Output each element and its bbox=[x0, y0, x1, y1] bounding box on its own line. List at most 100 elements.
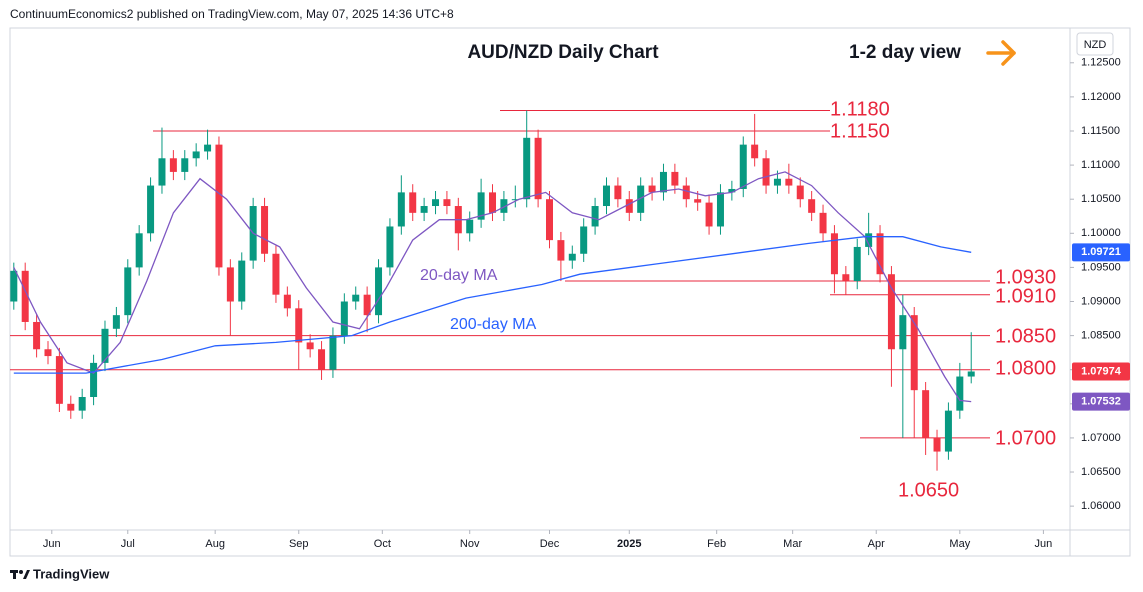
candle-body bbox=[318, 349, 326, 370]
candle-body bbox=[659, 171, 667, 193]
candle-body bbox=[865, 233, 873, 247]
candle-body bbox=[933, 437, 941, 452]
ma-line bbox=[13, 171, 972, 403]
candle-body bbox=[21, 270, 29, 322]
candle-body bbox=[922, 390, 930, 438]
x-tick-label: Oct bbox=[374, 538, 391, 550]
y-tick-label: 1.06000 bbox=[1081, 500, 1121, 512]
candle-body bbox=[614, 185, 622, 200]
candle-body bbox=[44, 349, 52, 357]
level-label: 1.1150 bbox=[830, 120, 890, 142]
price-badge bbox=[1072, 392, 1130, 411]
candle-body bbox=[910, 315, 918, 391]
candle-body bbox=[477, 192, 485, 220]
candle-body bbox=[967, 371, 975, 377]
candle-body bbox=[500, 199, 508, 213]
x-tick-label: Sep bbox=[289, 538, 309, 550]
x-tick-label: Jun bbox=[43, 538, 61, 550]
level-label: 1.0800 bbox=[995, 357, 1056, 379]
x-tick-label: Feb bbox=[707, 538, 726, 550]
candle-body bbox=[716, 192, 724, 227]
candle-body bbox=[785, 178, 793, 186]
candle-body bbox=[728, 188, 736, 193]
candle-body bbox=[409, 192, 417, 213]
candle-body bbox=[796, 185, 804, 200]
candle-body bbox=[261, 206, 269, 254]
candle-body bbox=[751, 144, 759, 159]
candle-body bbox=[694, 199, 702, 203]
y-tick-label: 1.12500 bbox=[1081, 57, 1121, 69]
brand-name: TradingView bbox=[33, 566, 110, 581]
level-label: 1.0650 bbox=[898, 479, 959, 501]
candle-body bbox=[33, 321, 41, 350]
candle-body bbox=[637, 185, 645, 213]
candle-body bbox=[272, 253, 280, 295]
level-label: 1.0930 bbox=[995, 266, 1056, 288]
candle-body bbox=[192, 151, 200, 159]
candle-body bbox=[329, 335, 337, 370]
y-tick-label: 1.06500 bbox=[1081, 466, 1121, 478]
candle-body bbox=[956, 376, 964, 411]
candle-body bbox=[147, 185, 155, 234]
level-label: 1.0850 bbox=[995, 325, 1056, 347]
candle-body bbox=[602, 185, 610, 207]
candle-body bbox=[101, 328, 109, 363]
candle-body bbox=[944, 410, 952, 452]
candle-body bbox=[135, 233, 143, 268]
candle-body bbox=[295, 308, 303, 343]
candle-body bbox=[78, 396, 86, 411]
candle-body bbox=[671, 171, 679, 186]
candle-body bbox=[215, 144, 223, 268]
level-label: 1.0910 bbox=[995, 285, 1056, 307]
price-badge-label: 1.07532 bbox=[1081, 396, 1121, 408]
candle-body bbox=[238, 260, 246, 302]
ma-label: 200-day MA bbox=[450, 316, 537, 333]
candle-body bbox=[545, 199, 553, 241]
price-badge bbox=[1072, 362, 1130, 381]
ma-label: 20-day MA bbox=[420, 267, 498, 284]
candle-body bbox=[511, 199, 519, 201]
frame bbox=[9, 27, 1131, 557]
candle-body bbox=[534, 137, 542, 200]
candle-body bbox=[887, 274, 895, 350]
chart-title: AUD/NZD Daily Chart bbox=[467, 42, 659, 63]
price-badge-label: 1.09721 bbox=[1081, 246, 1121, 258]
price-badge bbox=[1072, 243, 1130, 262]
candle-body bbox=[375, 267, 383, 316]
candle-body bbox=[625, 199, 633, 213]
candle-body bbox=[340, 301, 348, 336]
candle-body bbox=[899, 315, 907, 350]
candle-body bbox=[420, 206, 428, 213]
candle-body bbox=[489, 192, 497, 213]
candle-body bbox=[226, 267, 234, 302]
candle-body bbox=[67, 403, 75, 411]
candle-body bbox=[443, 199, 451, 207]
candle-body bbox=[773, 178, 781, 186]
candle-body bbox=[204, 144, 212, 152]
candle-body bbox=[762, 158, 770, 186]
y-tick-label: 1.11500 bbox=[1081, 125, 1120, 137]
candle-body bbox=[352, 294, 360, 302]
candle-body bbox=[363, 294, 371, 316]
candle-body bbox=[124, 267, 132, 316]
candle-body bbox=[876, 233, 884, 275]
x-tick-label: Dec bbox=[540, 538, 560, 550]
candle-body bbox=[842, 274, 850, 282]
brand-logo bbox=[10, 570, 30, 579]
candle-body bbox=[386, 226, 394, 268]
candle-body bbox=[557, 240, 565, 261]
candle-body bbox=[819, 212, 827, 234]
y-tick-label: 1.09500 bbox=[1081, 261, 1121, 273]
candle-body bbox=[10, 270, 18, 302]
candle-body bbox=[705, 202, 713, 227]
candle-body bbox=[90, 362, 98, 397]
y-tick-label: 1.12000 bbox=[1081, 91, 1121, 103]
level-label: 1.1180 bbox=[830, 98, 890, 120]
x-tick-label: Jul bbox=[121, 538, 135, 550]
candle-body bbox=[397, 192, 405, 227]
y-tick-label: 1.10000 bbox=[1081, 227, 1121, 239]
price-badge-label: 1.07974 bbox=[1081, 365, 1122, 377]
candle-body bbox=[580, 226, 588, 254]
